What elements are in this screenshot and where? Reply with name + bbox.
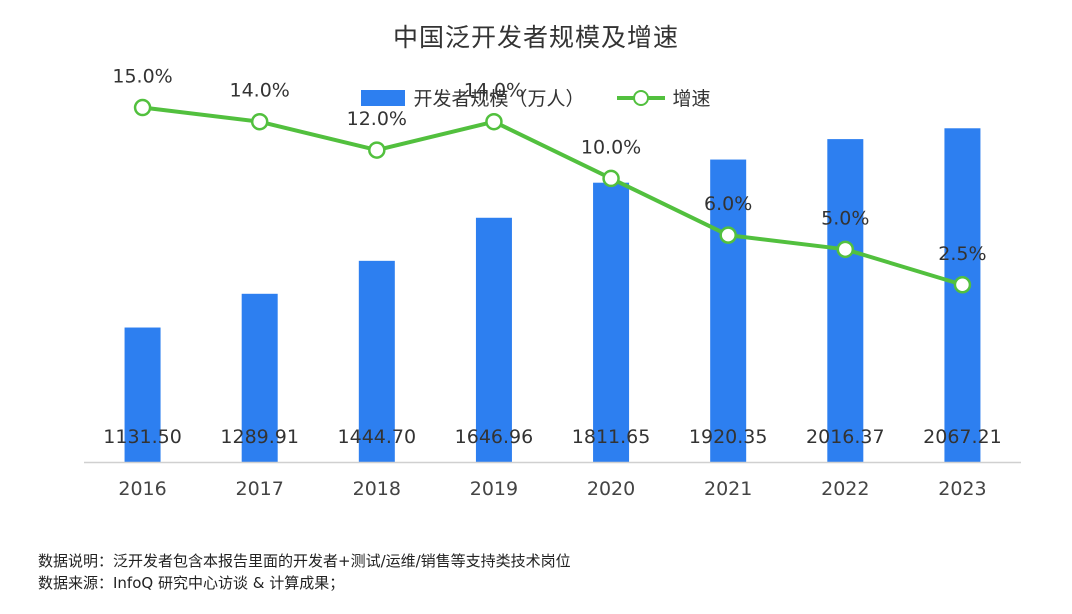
bar-value-label-2016: 1131.50 <box>103 426 182 448</box>
legend-line-label: 增速 <box>672 88 711 110</box>
legend-bar-swatch <box>361 89 406 106</box>
bar-value-label-2018: 1444.70 <box>338 426 417 448</box>
growth-value-label-2023: 2.5% <box>938 243 986 265</box>
bar-value-label-2017: 1289.91 <box>220 426 299 448</box>
x-tick-label-2018: 2018 <box>353 478 401 500</box>
growth-line <box>140 105 965 287</box>
growth-point-2023 <box>953 276 972 294</box>
bar-2022 <box>827 139 864 462</box>
chart-title: 中国泛开发者规模及增速 <box>392 23 679 52</box>
growth-value-label-2016: 15.0% <box>112 66 172 88</box>
bar-value-label-2021: 1920.35 <box>689 426 768 448</box>
x-tick-label-2022: 2022 <box>821 478 869 500</box>
growth-point-2020 <box>602 169 620 188</box>
bar-value-label-2023: 2067.21 <box>923 426 1002 448</box>
bar-value-label-2019: 1646.96 <box>455 426 534 448</box>
data-source: 数据来源：InfoQ 研究中心访谈 & 计算成果； <box>38 574 345 592</box>
growth-value-label-2019: 14.0% <box>464 80 524 102</box>
bar-2020 <box>593 182 630 462</box>
x-tick-label-2023: 2023 <box>938 478 986 500</box>
bar-2019 <box>475 217 512 462</box>
growth-point-2021 <box>719 226 737 244</box>
growth-point-2022 <box>836 240 855 259</box>
bar-2021 <box>710 159 747 462</box>
legend: 开发者规模（万人） 增速 <box>0 84 1072 111</box>
growth-value-label-2022: 5.0% <box>821 207 869 229</box>
growth-point-2016 <box>133 98 152 117</box>
x-tick-label-2016: 2016 <box>118 478 166 500</box>
growth-value-label-2020: 10.0% <box>581 136 641 158</box>
growth-value-label-2018: 12.0% <box>347 108 407 130</box>
growth-value-label-2017: 14.0% <box>230 80 290 102</box>
x-tick-label-2019: 2019 <box>470 478 518 500</box>
legend-line-swatch <box>616 89 665 106</box>
x-tick-label-2021: 2021 <box>704 478 752 500</box>
data-note: 数据说明：泛开发者包含本报告里面的开发者+测试/运维/销售等支持类技术岗位 <box>38 552 571 570</box>
bar-2016 <box>124 327 161 462</box>
legend-item-bar[interactable]: 开发者规模（万人） <box>361 84 585 111</box>
growth-value-label-2021: 6.0% <box>704 193 752 215</box>
legend-bar-label: 开发者规模（万人） <box>413 88 585 110</box>
growth-point-2017 <box>250 112 269 131</box>
bar-value-label-2020: 1811.65 <box>572 426 651 448</box>
bar-2018 <box>358 260 395 462</box>
x-tick-label-2017: 2017 <box>236 478 284 500</box>
bar-2017 <box>241 293 278 462</box>
bar-2023 <box>944 128 981 462</box>
growth-point-2019 <box>485 112 503 131</box>
growth-point-2018 <box>368 141 386 159</box>
legend-item-line[interactable]: 增速 <box>616 84 711 111</box>
x-tick-label-2020: 2020 <box>587 478 635 500</box>
bar-value-label-2022: 2016.37 <box>806 426 885 448</box>
